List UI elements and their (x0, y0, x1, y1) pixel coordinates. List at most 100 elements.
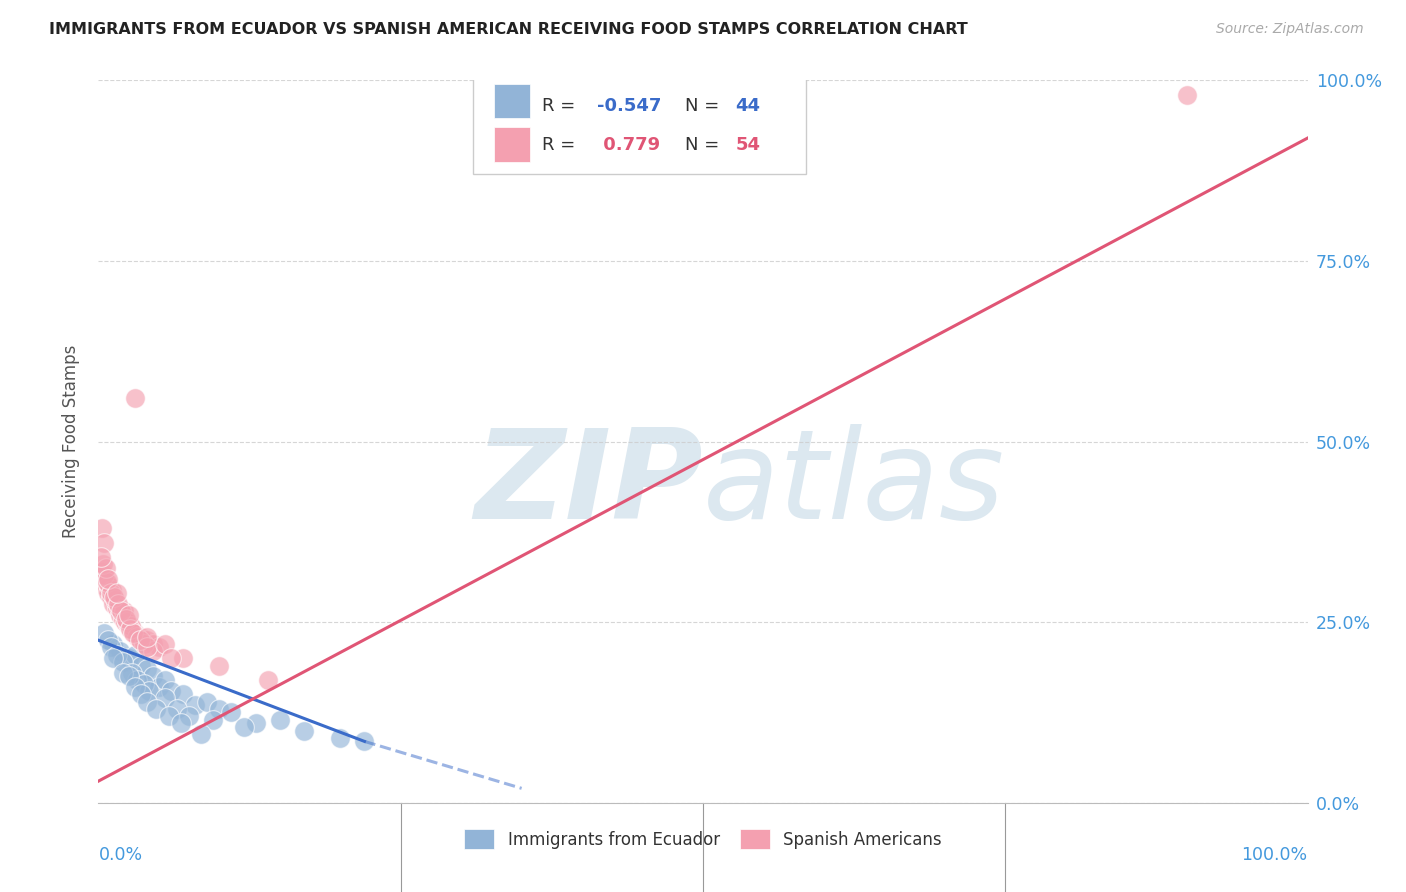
Point (101, 651, 124, 665)
Point (353, 734, 375, 748)
Point (97, 633, 120, 648)
Point (101, 637, 124, 651)
Point (120, 619, 142, 633)
Point (135, 640, 157, 655)
FancyBboxPatch shape (474, 77, 806, 174)
Text: 100.0%: 100.0% (1241, 847, 1308, 864)
Point (110, 604, 132, 618)
Point (172, 651, 194, 665)
Point (100, 640, 122, 655)
Point (148, 680, 170, 694)
Point (94, 561, 117, 575)
Point (103, 590, 125, 604)
Point (124, 391, 146, 405)
Point (121, 665, 143, 680)
Point (269, 713, 291, 727)
Point (1175, 87, 1198, 102)
Point (184, 698, 207, 713)
Point (124, 680, 146, 694)
Point (112, 604, 135, 618)
Text: N =: N = (685, 96, 725, 114)
Point (114, 615, 136, 630)
Point (153, 637, 176, 651)
Text: 0.779: 0.779 (596, 136, 659, 154)
Point (96, 575, 118, 590)
Point (190, 727, 212, 741)
Point (195, 695, 218, 709)
Point (90, 550, 112, 565)
Text: N =: N = (685, 136, 725, 154)
Point (221, 706, 243, 720)
Point (108, 607, 131, 622)
Point (105, 600, 128, 615)
Text: 44: 44 (735, 96, 761, 114)
Point (100, 582, 122, 597)
Point (98, 579, 121, 593)
Point (127, 630, 149, 644)
Point (202, 713, 225, 727)
Legend: Immigrants from Ecuador, Spanish Americans: Immigrants from Ecuador, Spanish America… (457, 822, 949, 856)
Point (245, 716, 267, 731)
Point (124, 626, 146, 640)
Point (232, 720, 254, 734)
Point (115, 611, 138, 625)
Point (107, 597, 129, 611)
Point (135, 630, 157, 644)
Point (179, 709, 201, 723)
Point (93, 626, 115, 640)
Text: 54: 54 (735, 136, 761, 154)
Point (142, 637, 165, 651)
Point (160, 683, 183, 698)
Point (142, 669, 165, 683)
Point (256, 673, 278, 687)
Point (118, 623, 141, 637)
Point (148, 640, 170, 655)
Point (127, 673, 149, 687)
Point (118, 607, 141, 622)
Point (101, 597, 124, 611)
Point (129, 658, 152, 673)
Point (166, 702, 188, 716)
Point (91, 558, 114, 572)
Point (117, 615, 139, 630)
Point (100, 586, 122, 600)
Point (91, 565, 114, 579)
Point (208, 702, 231, 716)
Text: 0.0%: 0.0% (98, 847, 142, 864)
Point (118, 651, 141, 665)
Text: R =: R = (543, 96, 581, 114)
Point (111, 655, 134, 669)
Text: Source: ZipAtlas.com: Source: ZipAtlas.com (1216, 22, 1364, 37)
FancyBboxPatch shape (494, 127, 530, 161)
Point (129, 630, 152, 644)
Text: IMMIGRANTS FROM ECUADOR VS SPANISH AMERICAN RECEIVING FOOD STAMPS CORRELATION CH: IMMIGRANTS FROM ECUADOR VS SPANISH AMERI… (49, 22, 967, 37)
Point (153, 691, 176, 706)
FancyBboxPatch shape (494, 84, 530, 119)
Y-axis label: Receiving Food Stamps: Receiving Food Stamps (62, 345, 80, 538)
Point (97, 586, 120, 600)
Point (128, 633, 150, 648)
Point (91, 521, 114, 535)
Point (157, 709, 180, 723)
Point (105, 648, 128, 662)
Point (142, 644, 165, 658)
Point (118, 669, 141, 683)
Point (135, 662, 157, 676)
Point (135, 695, 157, 709)
Point (97, 572, 120, 586)
Point (145, 702, 167, 716)
Point (129, 687, 152, 701)
Point (111, 665, 134, 680)
Point (121, 623, 143, 637)
Point (105, 586, 128, 600)
Point (100, 590, 122, 604)
Point (124, 648, 146, 662)
Text: atlas: atlas (703, 425, 1005, 545)
Point (208, 658, 231, 673)
Point (329, 731, 352, 745)
Point (169, 716, 191, 731)
Point (134, 676, 156, 690)
Point (118, 619, 141, 633)
Point (93, 535, 115, 549)
Text: R =: R = (543, 136, 581, 154)
